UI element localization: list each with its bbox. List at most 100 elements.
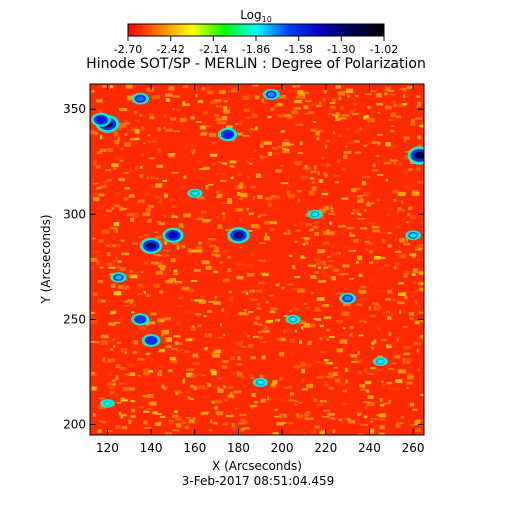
texture-cell [360, 285, 367, 289]
texture-cell [397, 206, 402, 211]
texture-cell [370, 420, 374, 423]
texture-cell [218, 296, 224, 298]
texture-cell [96, 186, 102, 190]
texture-cell [97, 280, 103, 283]
texture-cell [157, 127, 161, 132]
texture-cell [155, 413, 163, 415]
texture-cell [353, 130, 360, 134]
plot-area [90, 84, 424, 435]
texture-cell [295, 95, 304, 100]
texture-cell [93, 182, 99, 185]
texture-cell [376, 102, 383, 106]
texture-cell [158, 290, 164, 294]
texture-cell [115, 364, 121, 368]
texture-cell [209, 415, 213, 417]
texture-cell [301, 237, 308, 240]
texture-cell [304, 100, 312, 103]
texture-cell [418, 311, 424, 314]
texture-cell [130, 400, 135, 403]
texture-cell [356, 413, 361, 416]
texture-cell [406, 375, 414, 380]
texture-cell [338, 96, 342, 100]
texture-cell [259, 155, 263, 159]
texture-cell [210, 419, 213, 424]
texture-cell [402, 88, 407, 92]
texture-cell [417, 101, 422, 106]
texture-cell [95, 165, 101, 169]
texture-cell [192, 168, 200, 170]
texture-cell [335, 292, 344, 295]
feature-core [410, 233, 417, 238]
texture-cell [252, 84, 259, 87]
texture-cell [390, 129, 395, 133]
texture-cell [338, 134, 342, 137]
texture-cell [323, 171, 327, 175]
texture-cell [321, 304, 330, 308]
texture-cell [368, 140, 372, 145]
texture-cell [145, 408, 152, 410]
texture-cell [96, 151, 103, 154]
texture-cell [328, 386, 334, 390]
texture-cell [115, 393, 119, 398]
texture-cell [287, 421, 294, 425]
texture-cell [295, 229, 301, 232]
texture-cell [398, 96, 407, 99]
texture-cell [358, 213, 362, 216]
colorbar-tick-label: -2.70 [114, 43, 142, 56]
texture-cell [269, 294, 274, 297]
texture-cell [90, 130, 96, 135]
texture-cell [332, 106, 335, 110]
texture-cell [285, 357, 288, 361]
colorbar-tick-label: -2.14 [199, 43, 227, 56]
x-axis-ticks: 120 140 160 180 200 220 240 260 [96, 84, 425, 455]
texture-cell [110, 310, 117, 314]
texture-cell [293, 430, 301, 435]
texture-cell [335, 251, 340, 256]
texture-cell [420, 335, 424, 338]
texture-cell [324, 316, 332, 320]
texture-cell [229, 160, 237, 164]
texture-cell [255, 126, 258, 131]
texture-cell [423, 371, 424, 374]
texture-cell [303, 302, 308, 305]
texture-cell [125, 373, 129, 376]
texture-cell [120, 414, 123, 419]
texture-cell [277, 102, 283, 107]
texture-cell [281, 286, 285, 290]
texture-cell [124, 132, 128, 136]
texture-cell [211, 400, 216, 404]
texture-cell [265, 300, 269, 304]
texture-cell [350, 354, 358, 358]
texture-cell [336, 348, 343, 353]
texture-cell [147, 351, 152, 355]
texture-cell [372, 229, 380, 233]
texture-cell [177, 342, 183, 345]
texture-cell [169, 359, 173, 363]
texture-cell [135, 166, 139, 171]
texture-cell [273, 415, 280, 418]
texture-cell [133, 340, 139, 345]
colorbar-tick-label: -1.30 [327, 43, 355, 56]
texture-cell [120, 239, 125, 242]
texture-cell [148, 219, 152, 223]
y-tick-label: 300 [63, 207, 86, 221]
texture-cell [303, 432, 308, 435]
texture-cell [368, 222, 375, 225]
texture-cell [307, 208, 310, 213]
texture-cell [118, 178, 125, 182]
texture-cell [178, 305, 183, 307]
texture-cell [171, 205, 177, 209]
texture-cell [110, 312, 115, 315]
texture-cell [172, 359, 177, 364]
texture-cell [124, 187, 130, 190]
texture-cell [242, 375, 245, 379]
texture-cell [267, 395, 270, 401]
texture-cell [366, 402, 375, 406]
texture-cell [129, 301, 134, 305]
texture-cell [244, 307, 248, 310]
texture-cell [273, 194, 280, 200]
texture-cell [129, 397, 132, 400]
texture-cell [163, 114, 167, 118]
texture-cell [406, 386, 409, 390]
texture-cell [323, 409, 330, 413]
